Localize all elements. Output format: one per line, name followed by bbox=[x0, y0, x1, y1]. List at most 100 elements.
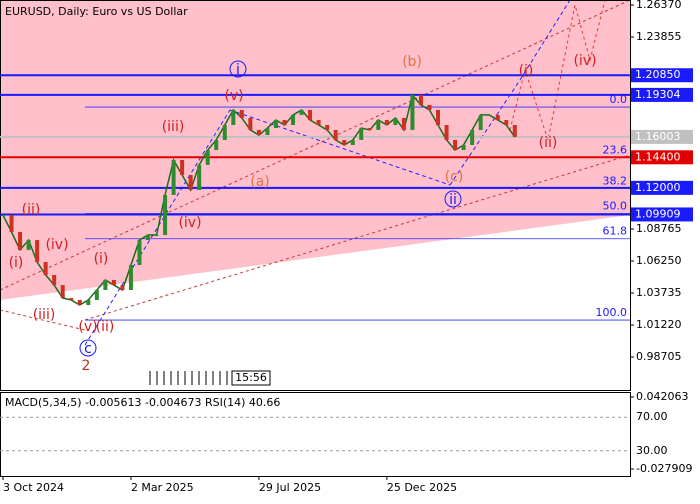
wave-label: (ii) bbox=[96, 319, 115, 335]
candle bbox=[103, 279, 108, 291]
candle bbox=[495, 114, 500, 121]
y-tick-label: 1.03735 bbox=[636, 286, 682, 299]
y-tick-label: 1.23855 bbox=[636, 30, 682, 43]
candle bbox=[461, 144, 466, 151]
forecast-line bbox=[509, 0, 606, 142]
candle bbox=[146, 235, 151, 241]
candle bbox=[325, 124, 330, 130]
candle bbox=[427, 105, 432, 110]
level-box bbox=[631, 207, 693, 222]
candle bbox=[316, 120, 321, 125]
candle bbox=[410, 94, 415, 130]
candle bbox=[333, 129, 338, 141]
y-tick-label: 0.042063 bbox=[636, 390, 689, 403]
y-tick-label: -0.027909 bbox=[636, 462, 692, 475]
wave-label: (ii) bbox=[539, 135, 558, 151]
y-tick-label: 1.06250 bbox=[636, 254, 682, 267]
candle bbox=[384, 120, 389, 125]
level-label: 1.14400 bbox=[635, 150, 681, 163]
candle bbox=[299, 109, 304, 115]
wave-label: ii bbox=[449, 192, 457, 208]
level-label: 1.12000 bbox=[635, 181, 681, 194]
candle bbox=[444, 124, 449, 141]
wave-line bbox=[449, 0, 571, 186]
level-box bbox=[631, 68, 693, 83]
wave-label: (i) bbox=[9, 255, 24, 271]
level-box bbox=[631, 150, 693, 165]
wave-label: i bbox=[236, 62, 240, 78]
time-box bbox=[231, 370, 271, 386]
level-box bbox=[631, 87, 693, 102]
wave-label: (iv) bbox=[573, 53, 596, 69]
candle bbox=[239, 109, 244, 118]
candle bbox=[111, 279, 116, 286]
x-tick-label: 25 Dec 2025 bbox=[387, 481, 457, 494]
time-marks bbox=[149, 371, 228, 385]
level-box bbox=[631, 129, 693, 144]
candle bbox=[478, 114, 483, 130]
x-tick-label: 3 Oct 2024 bbox=[3, 481, 64, 494]
level-label: 1.09909 bbox=[635, 207, 681, 220]
candle bbox=[154, 235, 159, 237]
wave-line bbox=[229, 109, 451, 186]
candle bbox=[26, 240, 31, 250]
candle bbox=[273, 120, 278, 129]
candle bbox=[128, 264, 133, 291]
candle bbox=[512, 124, 517, 137]
trend-line bbox=[84, 154, 631, 321]
fib-label: 0.0 bbox=[610, 93, 628, 106]
wave-circle bbox=[79, 339, 97, 357]
candle bbox=[470, 129, 475, 145]
y2-tick-label: 70.00 bbox=[636, 410, 668, 423]
wave-label: (i) bbox=[519, 63, 534, 79]
candle bbox=[222, 124, 227, 141]
level-label: 1.20850 bbox=[635, 68, 681, 81]
candle bbox=[376, 120, 381, 130]
y2-tick-label: 30.00 bbox=[636, 444, 668, 457]
candle bbox=[43, 262, 48, 276]
candle bbox=[350, 140, 355, 145]
candle bbox=[188, 174, 193, 191]
y-tick-label: 1.08765 bbox=[636, 222, 682, 235]
candle bbox=[120, 285, 125, 291]
candle bbox=[248, 117, 253, 130]
candle bbox=[180, 159, 185, 175]
candle bbox=[418, 94, 423, 106]
indicator-title: MACD(5,34,5) -0.005613 -0.004673 RSI(14)… bbox=[5, 396, 280, 409]
fib-label: 100.0 bbox=[596, 306, 628, 319]
wave-label: (i) bbox=[94, 251, 109, 267]
candle bbox=[504, 120, 509, 125]
candle bbox=[393, 117, 398, 125]
fib-label: 23.6 bbox=[603, 143, 628, 156]
candle bbox=[231, 109, 236, 125]
candle bbox=[60, 285, 65, 299]
wave-label: (iii) bbox=[162, 119, 185, 135]
candle bbox=[342, 140, 347, 145]
x-tick-label: 29 Jul 2025 bbox=[259, 481, 321, 494]
candle bbox=[359, 128, 364, 141]
wave-label: (a) bbox=[250, 174, 270, 190]
trend-line bbox=[0, 0, 631, 291]
plot-frame bbox=[0, 0, 631, 391]
wave-label: 2 bbox=[82, 358, 91, 374]
candle bbox=[367, 128, 372, 130]
candle bbox=[282, 120, 287, 125]
wave-label: (iv) bbox=[45, 237, 68, 253]
y-tick-label: 1.01220 bbox=[636, 318, 682, 331]
candle bbox=[69, 298, 74, 300]
wave-label: c bbox=[84, 341, 92, 357]
candle bbox=[256, 129, 261, 136]
level-label: 1.19304 bbox=[635, 88, 681, 101]
candle bbox=[453, 140, 458, 151]
x-tick-label: 2 Mar 2025 bbox=[131, 481, 194, 494]
candle bbox=[9, 215, 14, 232]
wave-label: (v) bbox=[78, 319, 97, 335]
candle bbox=[401, 117, 406, 130]
fib-label: 38.2 bbox=[603, 174, 628, 187]
candle bbox=[163, 194, 168, 236]
fib-label: 61.8 bbox=[603, 225, 628, 238]
candle bbox=[171, 159, 176, 195]
candle bbox=[94, 290, 99, 300]
candle bbox=[77, 299, 82, 306]
